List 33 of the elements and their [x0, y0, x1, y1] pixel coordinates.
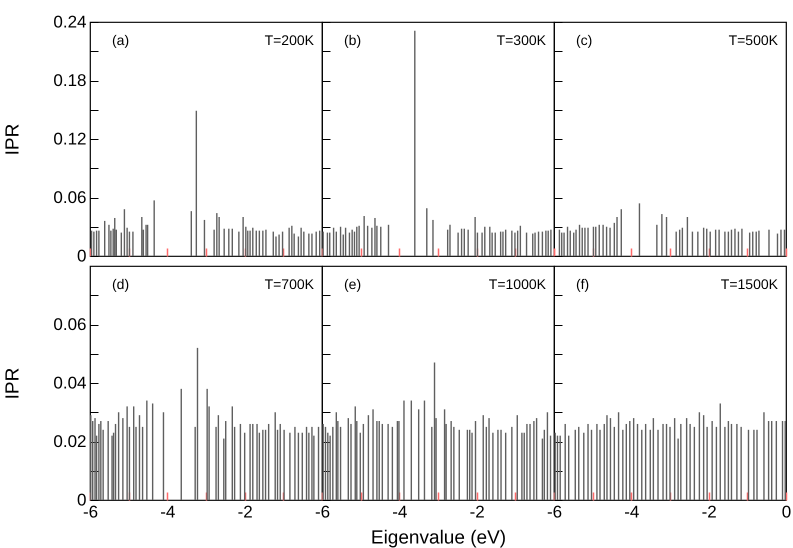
x-tick-label: -6: [546, 502, 562, 522]
annotation: (f): [576, 276, 590, 292]
x-axis-title: Eigenvalue (eV): [370, 528, 506, 548]
y-tick-label: 0.12: [53, 130, 86, 148]
x-tick-label: -4: [624, 502, 640, 522]
y-tick-label: 0.02: [53, 432, 86, 451]
x-tick-label: -2: [470, 502, 485, 522]
y-axis-title: IPR: [2, 368, 24, 400]
y-tick-label: 0: [77, 246, 86, 266]
annotation: T=300K: [496, 32, 547, 48]
annotation: (a): [112, 32, 130, 48]
annotation: T=500K: [728, 32, 779, 48]
y-tick-label: 0.24: [53, 12, 86, 32]
annotation: T=700K: [264, 276, 315, 292]
annotation: T=200K: [264, 32, 315, 48]
y-axis-title: IPR: [2, 124, 24, 156]
annotation: (d): [112, 276, 130, 292]
annotation: T=1500K: [720, 276, 779, 292]
y-tick-label: 0.18: [53, 71, 86, 90]
x-tick-label: -2: [238, 502, 253, 522]
x-tick-label: -2: [702, 502, 717, 522]
annotation: (c): [576, 32, 592, 48]
y-tick-label: 0.04: [53, 374, 86, 392]
x-tick-label: -6: [314, 502, 330, 522]
y-tick-label: 0: [77, 490, 86, 510]
x-tick-label: 0: [782, 502, 792, 522]
annotation: T=1000K: [488, 276, 547, 292]
y-tick-label: 0.06: [53, 188, 86, 207]
annotation: (b): [344, 32, 362, 48]
x-tick-label: -4: [160, 502, 176, 522]
y-tick-label: 0.06: [53, 315, 86, 334]
annotation: (e): [344, 276, 362, 292]
x-tick-label: -4: [392, 502, 408, 522]
